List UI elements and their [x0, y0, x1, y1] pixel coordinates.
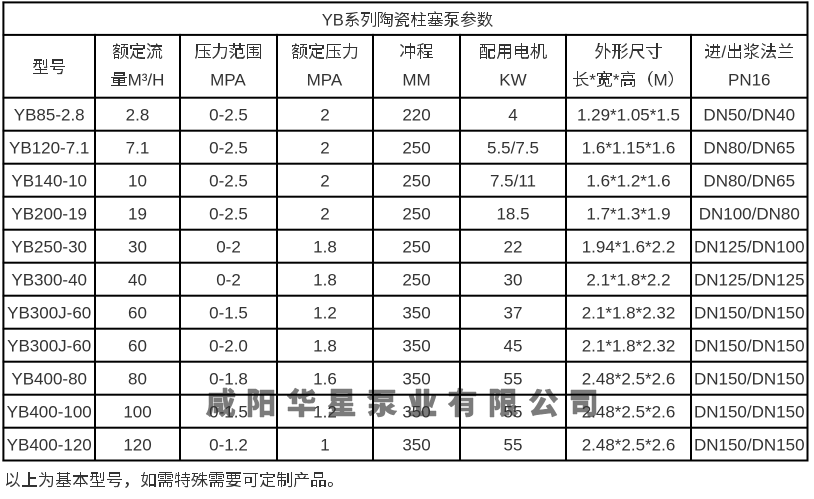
svg-text:0-2.5: 0-2.5 [209, 205, 248, 224]
svg-text:YB250-30: YB250-30 [11, 238, 87, 257]
svg-text:250: 250 [402, 238, 430, 257]
svg-text:60: 60 [128, 337, 147, 356]
svg-text:2: 2 [320, 172, 329, 191]
svg-text:250: 250 [402, 139, 430, 158]
svg-text:120: 120 [123, 436, 151, 455]
svg-text:1.6*1.15*1.6: 1.6*1.15*1.6 [582, 139, 676, 158]
svg-text:2.48*2.5*2.6: 2.48*2.5*2.6 [582, 403, 676, 422]
svg-text:350: 350 [402, 436, 430, 455]
svg-text:0-2.5: 0-2.5 [209, 172, 248, 191]
svg-text:45: 45 [504, 337, 523, 356]
svg-text:1.29*1.05*1.5: 1.29*1.05*1.5 [577, 106, 680, 125]
svg-text:DN150/DN150: DN150/DN150 [694, 304, 805, 323]
svg-text:2.48*2.5*2.6: 2.48*2.5*2.6 [582, 370, 676, 389]
svg-text:0-1.5: 0-1.5 [209, 403, 248, 422]
svg-text:M³/H: M³/H [128, 71, 165, 90]
svg-text:2.1*1.8*2.2: 2.1*1.8*2.2 [586, 271, 670, 290]
svg-text:0-2.5: 0-2.5 [209, 139, 248, 158]
svg-text:80: 80 [128, 370, 147, 389]
svg-text:YB400-80: YB400-80 [11, 370, 87, 389]
svg-text:MM: MM [402, 71, 430, 90]
svg-text:1.6*1.2*1.6: 1.6*1.2*1.6 [586, 172, 670, 191]
svg-text:KW: KW [499, 71, 526, 90]
svg-text:DN150/DN150: DN150/DN150 [694, 436, 805, 455]
svg-text:MPA: MPA [210, 71, 246, 90]
svg-text:*: * [589, 71, 596, 90]
svg-text:DN150/DN150: DN150/DN150 [694, 370, 805, 389]
svg-text:55: 55 [504, 436, 523, 455]
svg-text:YB300J-60: YB300J-60 [7, 304, 91, 323]
svg-text:7.5/11: 7.5/11 [490, 172, 536, 191]
svg-text:250: 250 [402, 172, 430, 191]
svg-text:1.6: 1.6 [313, 370, 337, 389]
svg-text:0-1.5: 0-1.5 [209, 304, 248, 323]
svg-text:MPA: MPA [307, 71, 343, 90]
svg-text:350: 350 [402, 304, 430, 323]
svg-text:DN80/DN65: DN80/DN65 [703, 172, 795, 191]
svg-text:2: 2 [320, 106, 329, 125]
svg-text:55: 55 [504, 403, 523, 422]
svg-text:DN80/DN65: DN80/DN65 [703, 139, 795, 158]
svg-text:DN125/DN125: DN125/DN125 [694, 271, 805, 290]
svg-text:YB120-7.1: YB120-7.1 [9, 139, 89, 158]
svg-text:0-2: 0-2 [216, 238, 241, 257]
svg-text:M: M [654, 71, 668, 90]
svg-text:0-2.5: 0-2.5 [209, 106, 248, 125]
svg-text:YB140-10: YB140-10 [11, 172, 87, 191]
svg-text:30: 30 [504, 271, 523, 290]
svg-text:55: 55 [504, 370, 523, 389]
svg-text:0-1.2: 0-1.2 [209, 436, 248, 455]
svg-text:YB300-40: YB300-40 [11, 271, 87, 290]
svg-text:1.8: 1.8 [313, 238, 337, 257]
svg-text:2.1*1.8*2.32: 2.1*1.8*2.32 [582, 337, 676, 356]
svg-text:40: 40 [128, 271, 147, 290]
svg-text:DN150/DN150: DN150/DN150 [694, 403, 805, 422]
svg-text:5.5/7.5: 5.5/7.5 [487, 139, 539, 158]
svg-text:/: / [721, 43, 726, 62]
svg-text:18.5: 18.5 [496, 205, 529, 224]
svg-text:19: 19 [128, 205, 147, 224]
svg-text:1: 1 [320, 436, 329, 455]
svg-text:*: * [613, 71, 620, 90]
svg-text:250: 250 [402, 271, 430, 290]
svg-text:YB400-100: YB400-100 [7, 403, 92, 422]
svg-text:DN150/DN150: DN150/DN150 [694, 337, 805, 356]
svg-text:350: 350 [402, 370, 430, 389]
svg-text:350: 350 [402, 337, 430, 356]
svg-text:1.8: 1.8 [313, 337, 337, 356]
svg-text:250: 250 [402, 205, 430, 224]
svg-text:350: 350 [402, 403, 430, 422]
svg-text:YB: YB [322, 11, 344, 30]
svg-text:1.2: 1.2 [313, 403, 337, 422]
svg-text:10: 10 [128, 172, 147, 191]
svg-text:1.94*1.6*2.2: 1.94*1.6*2.2 [582, 238, 676, 257]
svg-text:DN125/DN100: DN125/DN100 [694, 238, 805, 257]
svg-text:2.48*2.5*2.6: 2.48*2.5*2.6 [582, 436, 676, 455]
svg-text:YB400-120: YB400-120 [7, 436, 92, 455]
svg-text:7.1: 7.1 [126, 139, 150, 158]
svg-text:2: 2 [320, 139, 329, 158]
svg-text:2.1*1.8*2.32: 2.1*1.8*2.32 [582, 304, 676, 323]
svg-text:37: 37 [504, 304, 523, 323]
svg-text:1.7*1.3*1.9: 1.7*1.3*1.9 [586, 205, 670, 224]
svg-text:30: 30 [128, 238, 147, 257]
svg-text:0-2.0: 0-2.0 [209, 337, 248, 356]
svg-text:DN50/DN40: DN50/DN40 [703, 106, 795, 125]
svg-text:220: 220 [402, 106, 430, 125]
svg-text:0-2: 0-2 [216, 271, 241, 290]
svg-text:4: 4 [508, 106, 517, 125]
svg-text:22: 22 [504, 238, 523, 257]
svg-text:100: 100 [123, 403, 151, 422]
svg-text:YB300J-60: YB300J-60 [7, 337, 91, 356]
svg-text:YB200-19: YB200-19 [11, 205, 87, 224]
svg-text:2: 2 [320, 205, 329, 224]
svg-text:2.8: 2.8 [126, 106, 150, 125]
svg-text:60: 60 [128, 304, 147, 323]
svg-text:YB85-2.8: YB85-2.8 [14, 106, 85, 125]
svg-text:1.8: 1.8 [313, 271, 337, 290]
svg-text:PN16: PN16 [728, 71, 771, 90]
svg-text:1.2: 1.2 [313, 304, 337, 323]
svg-text:0-1.8: 0-1.8 [209, 370, 248, 389]
svg-text:DN100/DN80: DN100/DN80 [699, 205, 800, 224]
